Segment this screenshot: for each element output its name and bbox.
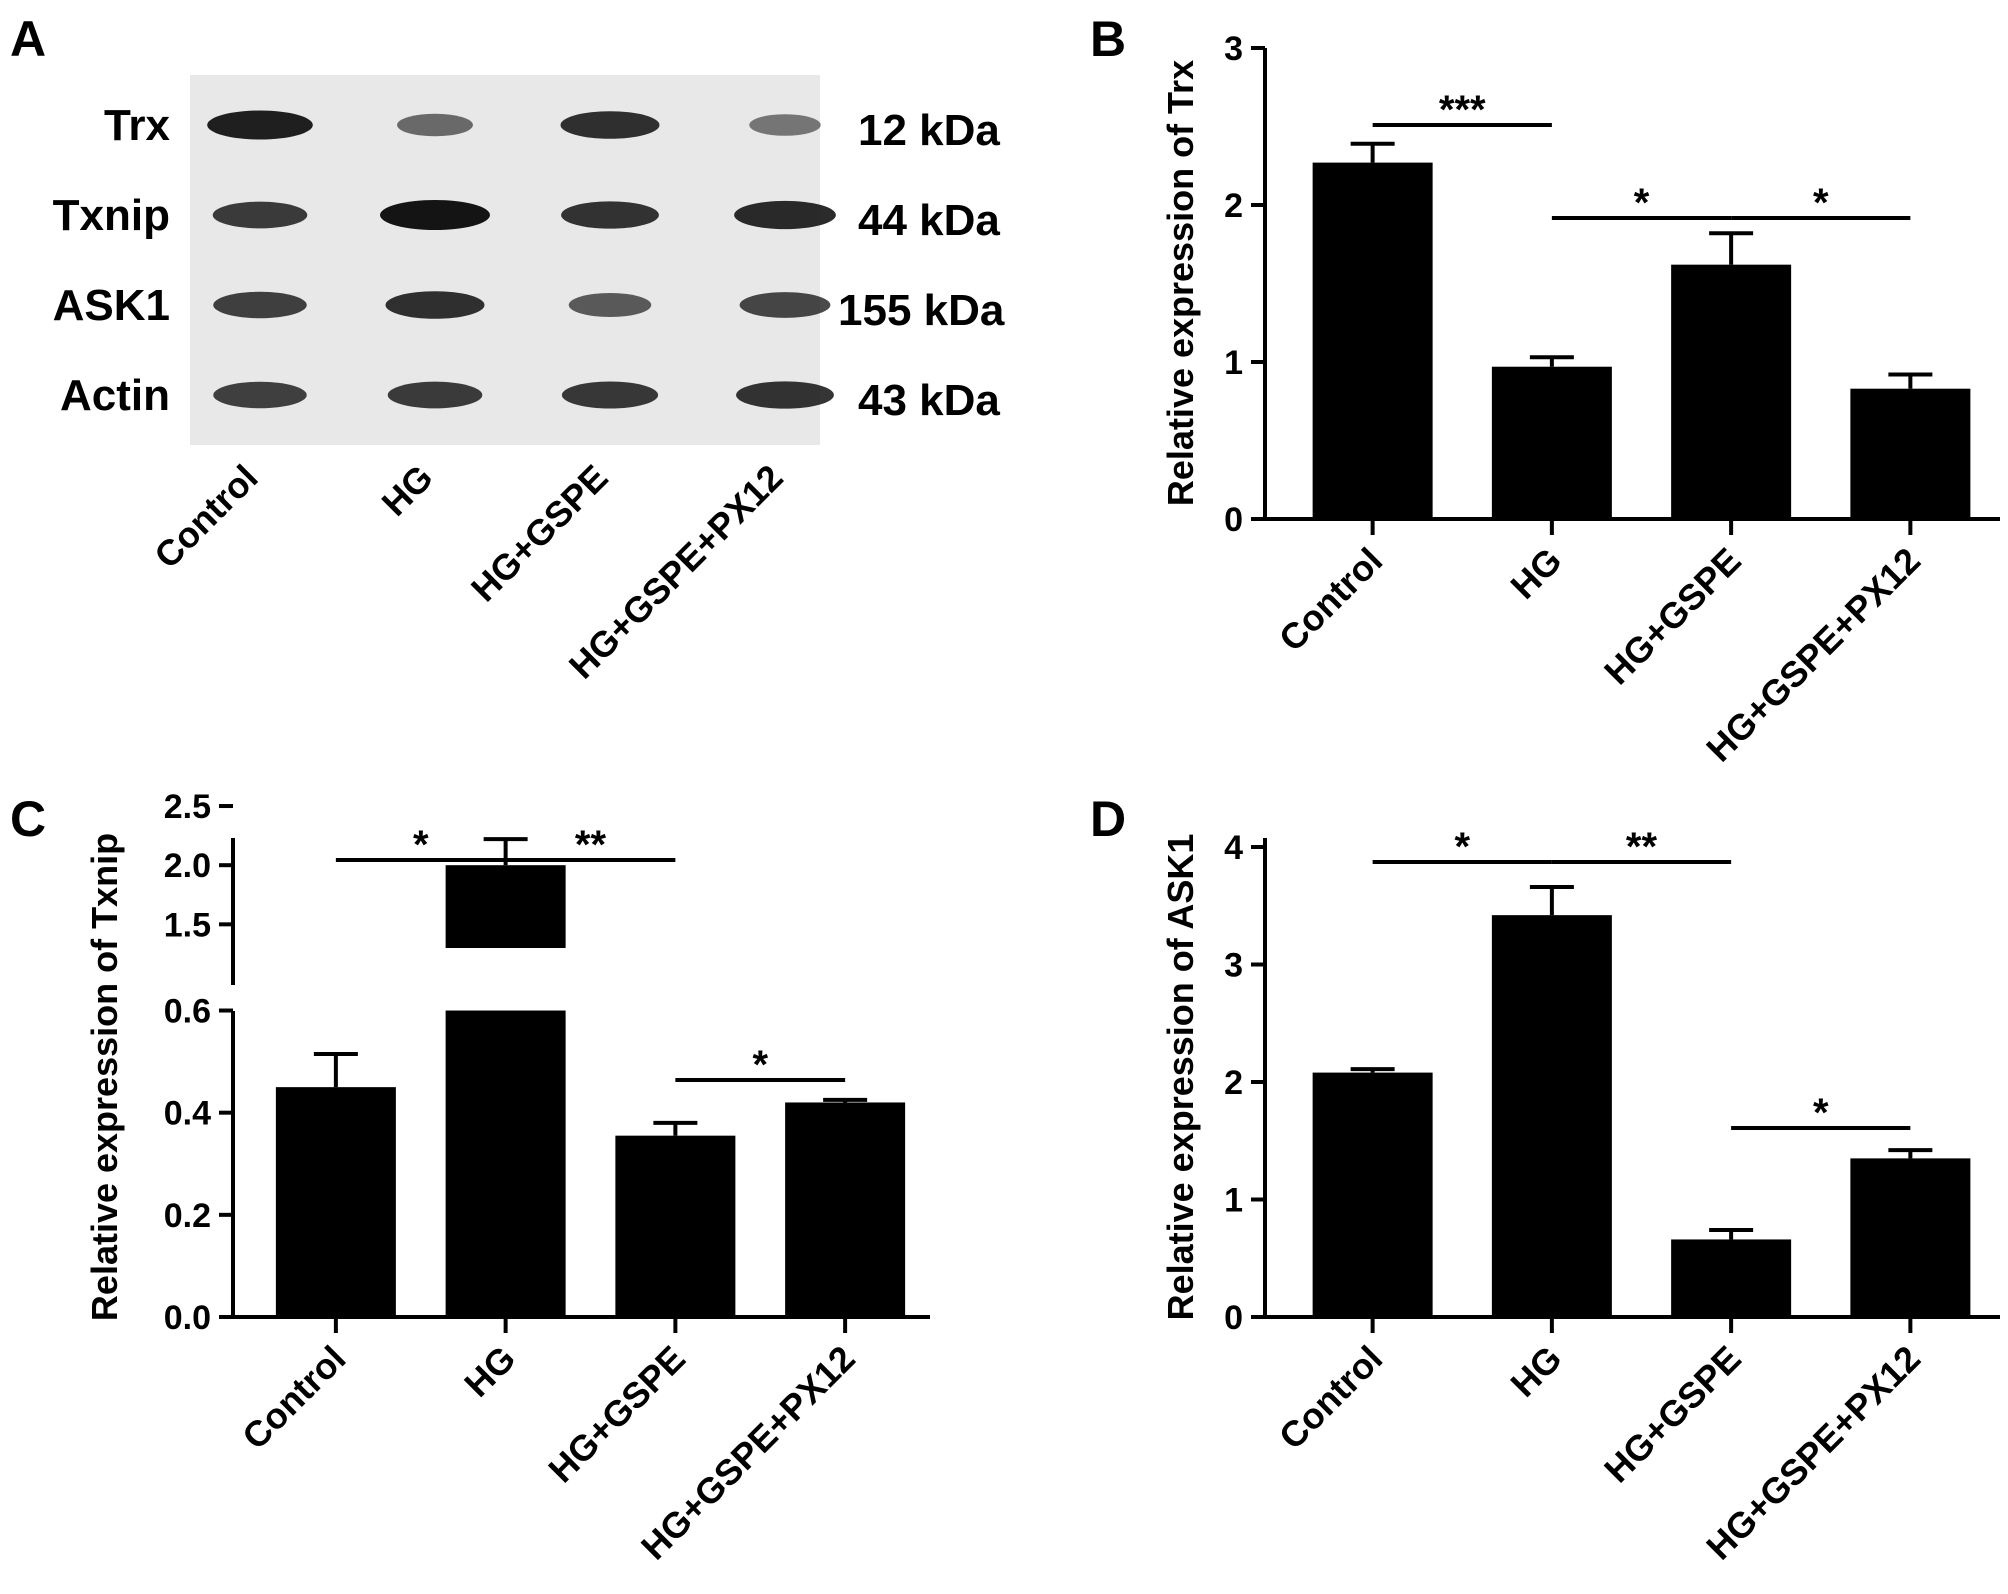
significance-label-3: *: [1813, 181, 1829, 225]
y-tick-label: 0: [1224, 1299, 1243, 1337]
blot-band-txnip-hg-gspe-px12: [734, 200, 836, 230]
y-tick-label: 0.0: [164, 1299, 211, 1337]
significance-label-2: **: [1626, 825, 1658, 869]
significance-label-3: *: [752, 1043, 768, 1087]
blot-background: [190, 75, 820, 445]
bar-control: [1312, 1072, 1433, 1317]
bar-hg: [1491, 366, 1612, 519]
y-tick-label: 2: [1224, 187, 1243, 225]
blot-size-label-txnip: 44 kDa: [858, 196, 1000, 245]
blot-size-label-ask1: 155 kDa: [838, 286, 1005, 335]
blot-band-ask1-control: [213, 291, 307, 319]
bar-hg-gspe-px12: [785, 1102, 906, 1317]
significance-label-2: *: [1634, 181, 1650, 225]
bar-hg-gspe: [615, 1135, 736, 1317]
blot-band-trx-hg-gspe-px12: [749, 114, 821, 136]
bar-hg-gspe-px12: [1850, 1158, 1971, 1317]
significance-label-2: **: [575, 823, 607, 867]
blot-protein-label-trx: Trx: [104, 101, 171, 150]
bar-top-hg: [445, 865, 566, 948]
panel-label-c: C: [10, 791, 46, 847]
y-tick-label: 2.0: [164, 847, 211, 885]
bar-hg-gspe-px12: [1850, 388, 1971, 519]
y-axis-title: Relative expression of Trx: [1160, 60, 1201, 506]
y-tick-label: 4: [1224, 829, 1243, 867]
blot-protein-label-txnip: Txnip: [53, 191, 170, 240]
y-tick-label: 0.2: [164, 1197, 211, 1235]
blot-band-actin-hg-gspe-px12: [736, 381, 834, 409]
y-tick-label: 0.6: [164, 993, 211, 1031]
blot-band-txnip-control: [212, 201, 308, 229]
panel-label-a: A: [10, 11, 46, 67]
bar-hg: [1491, 915, 1612, 1317]
blot-size-label-trx: 12 kDa: [858, 106, 1000, 155]
bar-control: [275, 1087, 396, 1317]
bar-hg: [445, 1010, 566, 1317]
significance-label-1: ***: [1439, 88, 1486, 132]
bar-control: [1312, 162, 1433, 520]
panel-label-d: D: [1090, 791, 1126, 847]
significance-label-1: *: [413, 823, 429, 867]
significance-label-1: *: [1454, 825, 1470, 869]
significance-label-3: *: [1813, 1091, 1829, 1135]
blot-band-ask1-hg: [385, 291, 485, 319]
blot-band-actin-hg: [387, 381, 483, 409]
bar-hg-gspe: [1671, 1239, 1792, 1317]
blot-protein-label-actin: Actin: [60, 371, 170, 420]
y-axis-title: Relative expression of ASK1: [1160, 834, 1201, 1321]
blot-band-txnip-hg-gspe: [561, 201, 659, 229]
blot-band-trx-control: [207, 110, 313, 140]
blot-band-trx-hg: [397, 113, 473, 137]
y-tick-label: 3: [1224, 30, 1243, 68]
y-tick-label: 0.4: [164, 1095, 211, 1133]
blot-band-ask1-hg-gspe-px12: [739, 292, 831, 318]
y-tick-label: 1: [1224, 344, 1243, 382]
bar-hg-gspe: [1671, 264, 1792, 519]
blot-band-actin-control: [213, 381, 307, 409]
y-tick-label: 1.5: [164, 906, 211, 944]
blot-size-label-actin: 43 kDa: [858, 376, 1000, 425]
blot-band-actin-hg-gspe: [561, 381, 659, 409]
y-tick-label: 3: [1224, 947, 1243, 985]
y-tick-label: 2.5: [164, 788, 211, 826]
panel-label-b: B: [1090, 11, 1126, 67]
blot-band-trx-hg-gspe: [560, 111, 660, 139]
y-tick-label: 0: [1224, 501, 1243, 539]
y-tick-label: 1: [1224, 1182, 1243, 1220]
blot-protein-label-ask1: ASK1: [53, 281, 170, 330]
y-tick-label: 2: [1224, 1064, 1243, 1102]
blot-band-txnip-hg: [380, 200, 490, 230]
y-axis-title: Relative expression of Txnip: [84, 833, 125, 1321]
blot-band-ask1-hg-gspe: [568, 293, 652, 317]
